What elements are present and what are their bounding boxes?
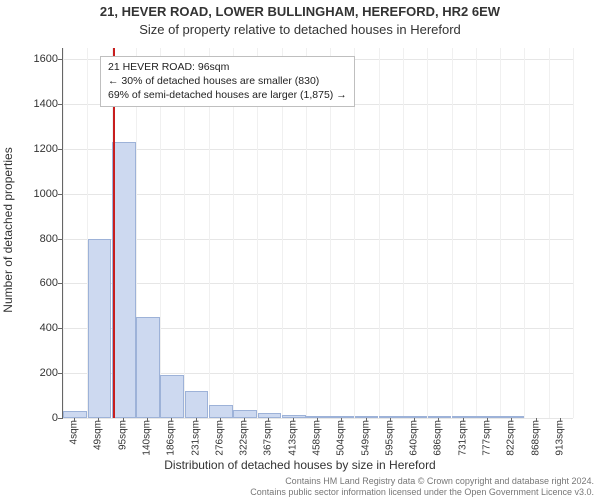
- gridline-h: [63, 239, 573, 240]
- x-tick-mark: [268, 418, 269, 422]
- histogram-bar: [209, 405, 233, 418]
- histogram-bar: [88, 239, 112, 418]
- gridline-v: [427, 48, 428, 418]
- chart-title-sub: Size of property relative to detached ho…: [0, 22, 600, 37]
- x-tick-mark: [463, 418, 464, 422]
- x-tick-mark: [317, 418, 318, 422]
- y-tick-mark: [58, 283, 62, 284]
- x-tick-mark: [414, 418, 415, 422]
- histogram-bar: [160, 375, 184, 418]
- x-tick-mark: [390, 418, 391, 422]
- y-tick-mark: [58, 149, 62, 150]
- y-tick-mark: [58, 194, 62, 195]
- gridline-v: [63, 48, 64, 418]
- y-tick-label: 1600: [24, 53, 58, 65]
- gridline-h: [63, 149, 573, 150]
- legend-larger: 69% of semi-detached houses are larger (…: [108, 88, 347, 102]
- y-tick-label: 1000: [24, 188, 58, 200]
- histogram-bar: [136, 317, 160, 418]
- x-tick-mark: [244, 418, 245, 422]
- y-tick-mark: [58, 373, 62, 374]
- y-axis-label: Number of detached properties: [1, 147, 15, 312]
- x-tick-label: 367sqm: [263, 420, 274, 456]
- footer-line2: Contains public sector information licen…: [250, 487, 594, 498]
- x-tick-label: 913sqm: [554, 420, 565, 456]
- x-tick-label: 640sqm: [409, 420, 420, 456]
- gridline-h: [63, 283, 573, 284]
- gridline-v: [403, 48, 404, 418]
- histogram-bar: [233, 410, 257, 418]
- x-tick-mark: [196, 418, 197, 422]
- legend-property: 21 HEVER ROAD: 96sqm: [108, 60, 347, 74]
- x-tick-mark: [560, 418, 561, 422]
- x-tick-mark: [147, 418, 148, 422]
- x-tick-mark: [536, 418, 537, 422]
- x-tick-label: 4sqm: [69, 420, 80, 444]
- x-tick-label: 549sqm: [360, 420, 371, 456]
- x-tick-mark: [487, 418, 488, 422]
- gridline-v: [524, 48, 525, 418]
- x-tick-label: 458sqm: [312, 420, 323, 456]
- x-tick-label: 822sqm: [506, 420, 517, 456]
- x-tick-mark: [171, 418, 172, 422]
- footer-attribution: Contains HM Land Registry data © Crown c…: [250, 476, 594, 498]
- x-tick-mark: [74, 418, 75, 422]
- x-tick-label: 868sqm: [530, 420, 541, 456]
- gridline-v: [379, 48, 380, 418]
- footer-line1: Contains HM Land Registry data © Crown c…: [250, 476, 594, 487]
- y-tick-mark: [58, 418, 62, 419]
- chart-title-main: 21, HEVER ROAD, LOWER BULLINGHAM, HEREFO…: [0, 4, 600, 19]
- x-tick-label: 731sqm: [457, 420, 468, 456]
- x-tick-label: 95sqm: [117, 420, 128, 450]
- histogram-bar: [379, 416, 403, 418]
- histogram-bar: [185, 391, 209, 418]
- gridline-v: [573, 48, 574, 418]
- y-tick-mark: [58, 59, 62, 60]
- x-tick-label: 186sqm: [166, 420, 177, 456]
- y-tick-label: 200: [24, 367, 58, 379]
- gridline-v: [500, 48, 501, 418]
- x-tick-label: 777sqm: [482, 420, 493, 456]
- x-tick-label: 276sqm: [214, 420, 225, 456]
- histogram-bar: [452, 416, 476, 418]
- histogram-bar: [112, 142, 136, 418]
- x-tick-mark: [341, 418, 342, 422]
- x-tick-label: 413sqm: [287, 420, 298, 456]
- y-tick-label: 0: [24, 412, 58, 424]
- legend-box: 21 HEVER ROAD: 96sqm ← 30% of detached h…: [100, 56, 355, 107]
- x-tick-label: 231sqm: [190, 420, 201, 456]
- legend-smaller: ← 30% of detached houses are smaller (83…: [108, 74, 347, 88]
- gridline-h: [63, 194, 573, 195]
- x-tick-mark: [438, 418, 439, 422]
- y-tick-label: 400: [24, 322, 58, 334]
- gridline-v: [476, 48, 477, 418]
- histogram-bar: [282, 415, 306, 418]
- x-tick-mark: [220, 418, 221, 422]
- x-tick-mark: [511, 418, 512, 422]
- x-tick-mark: [293, 418, 294, 422]
- gridline-v: [549, 48, 550, 418]
- x-tick-label: 595sqm: [384, 420, 395, 456]
- x-tick-label: 49sqm: [93, 420, 104, 450]
- y-tick-label: 600: [24, 277, 58, 289]
- x-tick-label: 140sqm: [142, 420, 153, 456]
- chart-container: 21, HEVER ROAD, LOWER BULLINGHAM, HEREFO…: [0, 0, 600, 500]
- y-tick-label: 1400: [24, 98, 58, 110]
- y-tick-mark: [58, 328, 62, 329]
- histogram-bar: [63, 411, 87, 418]
- x-tick-mark: [123, 418, 124, 422]
- x-axis-label: Distribution of detached houses by size …: [0, 458, 600, 472]
- y-tick-mark: [58, 239, 62, 240]
- y-tick-label: 800: [24, 233, 58, 245]
- x-tick-label: 686sqm: [433, 420, 444, 456]
- y-tick-label: 1200: [24, 143, 58, 155]
- gridline-h: [63, 418, 573, 419]
- y-tick-mark: [58, 104, 62, 105]
- x-tick-mark: [98, 418, 99, 422]
- x-tick-label: 322sqm: [239, 420, 250, 456]
- gridline-v: [452, 48, 453, 418]
- x-tick-mark: [366, 418, 367, 422]
- x-tick-label: 504sqm: [336, 420, 347, 456]
